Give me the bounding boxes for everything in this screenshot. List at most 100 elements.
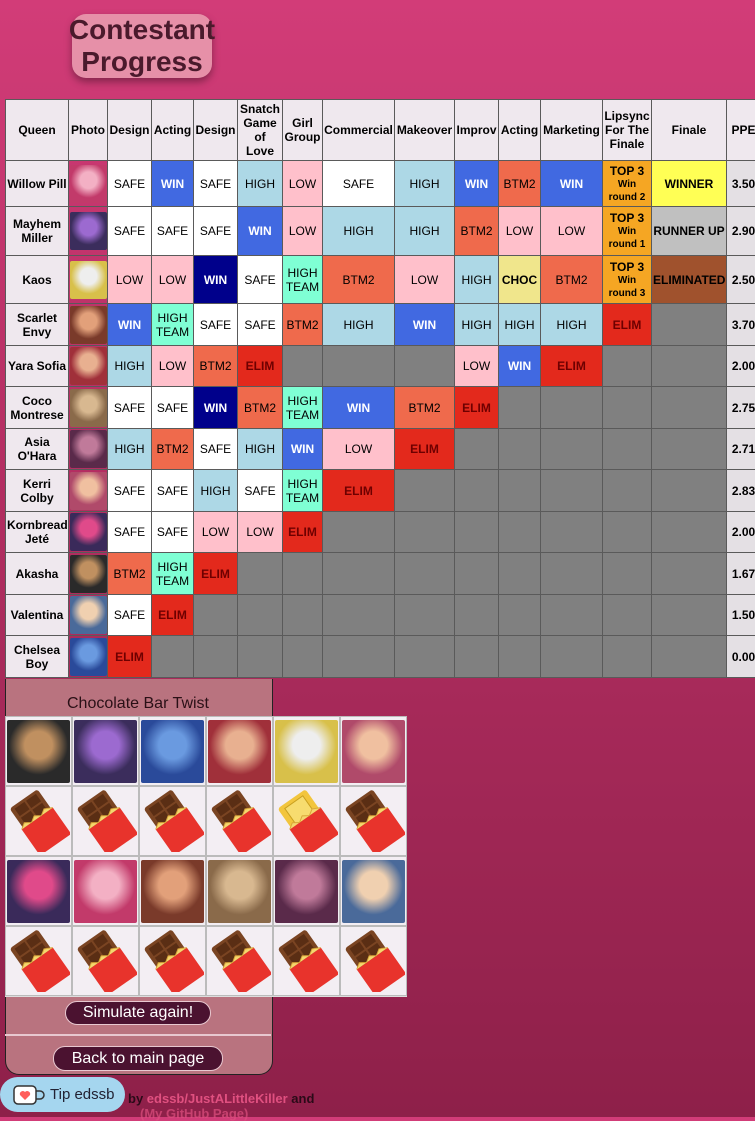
- empty-cell: [541, 470, 603, 512]
- status-text: BTM2: [244, 401, 276, 415]
- chocolate-bar-icon: [209, 790, 271, 852]
- status-cell: SAFE: [323, 161, 395, 207]
- ppe-score: 2.75: [727, 387, 755, 429]
- tip-icon: [12, 1083, 46, 1107]
- status-text: CHOC: [502, 273, 537, 287]
- empty-cell: [395, 595, 455, 636]
- status-cell: SAFE: [238, 256, 283, 304]
- chocolate-bar-icon: [8, 790, 70, 852]
- empty-cell: [238, 595, 283, 636]
- status-cell: LOW: [499, 207, 541, 256]
- simulate-button[interactable]: Simulate again!: [65, 1001, 211, 1025]
- empty-cell: [499, 553, 541, 595]
- status-cell: ELIM: [395, 429, 455, 470]
- column-header: Acting: [152, 100, 194, 161]
- status-cell: SAFE: [108, 512, 152, 553]
- status-cell: SAFE: [152, 207, 194, 256]
- queen-name: Mayhem Miller: [6, 207, 69, 256]
- queen-photo: [70, 430, 107, 468]
- queen-photo: [141, 860, 204, 923]
- empty-cell: [283, 595, 323, 636]
- github-link[interactable]: (My GitHub Page): [140, 1106, 248, 1121]
- empty-cell: [283, 553, 323, 595]
- status-text: SAFE: [200, 318, 231, 332]
- empty-cell: [395, 470, 455, 512]
- status-text: BTM2: [286, 318, 318, 332]
- grid-cell: [72, 716, 139, 786]
- status-cell: LOW: [238, 512, 283, 553]
- empty-cell: [541, 387, 603, 429]
- author-link[interactable]: edssb/JustALittleKiller: [147, 1091, 288, 1106]
- empty-cell: [603, 346, 652, 387]
- column-header: PPE: [727, 100, 755, 161]
- grid-cell: [340, 856, 407, 926]
- empty-cell: [455, 512, 499, 553]
- status-cell: SAFE: [108, 595, 152, 636]
- photo-cell: [69, 256, 108, 304]
- queen-photo: [342, 720, 405, 783]
- status-cell: HIGH: [238, 161, 283, 207]
- grid-cell: [72, 926, 139, 996]
- status-text: BTM2: [460, 224, 492, 238]
- empty-cell: [455, 636, 499, 678]
- empty-cell: [652, 304, 727, 346]
- ppe-score: 2.00: [727, 346, 755, 387]
- tip-label: Tip edssb: [50, 1086, 114, 1103]
- empty-cell: [395, 553, 455, 595]
- ppe-score: 1.50: [727, 595, 755, 636]
- status-text: SAFE: [114, 484, 145, 498]
- status-note: Win round 2: [604, 178, 650, 204]
- status-cell: BTM2: [238, 387, 283, 429]
- status-text: HIGH TEAM: [156, 311, 189, 339]
- queen-photo: [70, 638, 107, 676]
- chocolate-bar-icon: [142, 930, 204, 992]
- empty-cell: [238, 636, 283, 678]
- ppe-score: 2.50: [727, 256, 755, 304]
- status-text: BTM2: [503, 177, 535, 191]
- status-cell: HIGH: [108, 429, 152, 470]
- back-button[interactable]: Back to main page: [53, 1046, 223, 1071]
- queen-photo: [70, 347, 107, 385]
- credit-prefix: by: [128, 1091, 143, 1106]
- status-text: ELIM: [115, 650, 144, 664]
- status-text: SAFE: [114, 401, 145, 415]
- status-text: ELIM: [557, 359, 586, 373]
- grid-cell: [5, 926, 72, 996]
- tip-button[interactable]: Tip edssb: [0, 1077, 125, 1112]
- status-cell: WIN: [395, 304, 455, 346]
- empty-cell: [499, 429, 541, 470]
- chocolate-grid: [5, 716, 407, 997]
- status-text: HIGH: [245, 442, 275, 456]
- queen-name: Asia O'Hara: [6, 429, 69, 470]
- photo-cell: [69, 636, 108, 678]
- status-text: ELIM: [246, 359, 275, 373]
- status-text: LOW: [289, 177, 316, 191]
- credit: by edssb/JustALittleKiller and: [128, 1091, 314, 1106]
- golden-bar-icon: [276, 790, 338, 852]
- status-cell: HIGH: [323, 207, 395, 256]
- queen-name: Scarlet Envy: [6, 304, 69, 346]
- status-cell: HIGH: [395, 161, 455, 207]
- status-cell: WIN: [455, 161, 499, 207]
- status-text: LOW: [116, 273, 143, 287]
- status-cell: BTM2: [455, 207, 499, 256]
- status-text: WIN: [465, 177, 488, 191]
- empty-cell: [652, 346, 727, 387]
- status-cell: LOW: [395, 256, 455, 304]
- status-cell: ELIM: [455, 387, 499, 429]
- empty-cell: [323, 595, 395, 636]
- status-cell: LOW: [283, 207, 323, 256]
- status-text: HIGH TEAM: [286, 477, 319, 505]
- grid-cell: [72, 786, 139, 856]
- status-text: WIN: [413, 318, 436, 332]
- status-cell: HIGH: [499, 304, 541, 346]
- empty-cell: [499, 387, 541, 429]
- chocolate-bar-icon: [209, 930, 271, 992]
- empty-cell: [499, 595, 541, 636]
- status-cell: BTM2: [323, 256, 395, 304]
